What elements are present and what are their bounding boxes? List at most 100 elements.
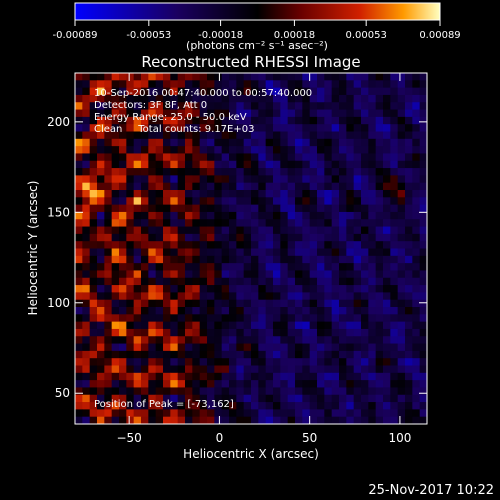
heatmap-cell [273, 299, 281, 308]
heatmap-cell [346, 328, 355, 337]
annotation-clean-total-counts: Clean Total counts: 9.17E+03 [94, 124, 254, 135]
heatmap-cell [192, 102, 201, 110]
heatmap-cell [243, 409, 252, 418]
heatmap-cell [192, 190, 201, 198]
heatmap-cell [243, 416, 252, 424]
heatmap-cell [177, 197, 186, 206]
heatmap-cell [221, 94, 230, 103]
heatmap-cell [287, 226, 296, 235]
heatmap-cell [397, 343, 406, 352]
heatmap-cell [397, 138, 406, 147]
heatmap-cell [229, 102, 237, 110]
heatmap-cell [346, 372, 355, 381]
heatmap-cell [317, 380, 325, 388]
heatmap-cell [383, 350, 391, 359]
heatmap-cell [383, 248, 391, 257]
heatmap-cell [229, 365, 237, 374]
heatmap-cell [155, 182, 164, 191]
heatmap-cell [155, 80, 164, 89]
heatmap-cell [148, 153, 157, 162]
heatmap-cell [309, 277, 318, 286]
heatmap-cell [89, 80, 98, 89]
heatmap-cell [265, 124, 274, 132]
heatmap-cell [177, 182, 186, 191]
heatmap-cell [214, 73, 223, 81]
heatmap-cell [126, 190, 135, 198]
heatmap-cell [89, 358, 98, 366]
heatmap-cell [236, 190, 245, 198]
heatmap-cell [419, 160, 427, 169]
heatmap-cell [207, 263, 215, 271]
heatmap-cell [75, 328, 83, 337]
heatmap-cell [273, 160, 281, 169]
heatmap-cell [419, 94, 427, 103]
heatmap-cell [251, 299, 259, 308]
heatmap-cell [119, 387, 127, 396]
heatmap-cell [251, 241, 259, 249]
heatmap-cell [75, 197, 83, 206]
heatmap-cell [265, 285, 274, 293]
heatmap-cell [192, 263, 201, 271]
heatmap-cell [236, 270, 245, 279]
heatmap-cell [361, 241, 369, 249]
heatmap-cell [170, 380, 179, 388]
heatmap-cell [368, 124, 377, 132]
heatmap-cell [368, 160, 377, 169]
heatmap-cell [324, 153, 333, 162]
heatmap-cell [155, 292, 164, 301]
heatmap-cell [141, 321, 149, 330]
heatmap-cell [133, 190, 142, 198]
heatmap-cell [295, 226, 303, 235]
heatmap-cell [412, 409, 421, 418]
heatmap-cell [265, 190, 274, 198]
heatmap-cell [126, 299, 135, 308]
heatmap-cell [229, 138, 237, 147]
heatmap-cell [265, 307, 274, 315]
heatmap-cell [185, 365, 193, 374]
heatmap-cell [104, 285, 113, 293]
heatmap-cell [163, 394, 171, 403]
heatmap-cell [243, 270, 252, 279]
heatmap-cell [419, 372, 427, 381]
heatmap-cell [324, 394, 333, 403]
heatmap-cell [317, 372, 325, 381]
heatmap-cell [97, 307, 105, 315]
heatmap-cell [368, 277, 377, 286]
heatmap-cell [170, 102, 179, 110]
heatmap-cell [82, 285, 91, 293]
heatmap-cell [309, 94, 318, 103]
heatmap-cell [163, 299, 171, 308]
heatmap-cell [287, 292, 296, 301]
heatmap-cell [170, 219, 179, 227]
heatmap-cell [375, 358, 384, 366]
heatmap-cell [339, 336, 347, 344]
heatmap-cell [192, 241, 201, 249]
heatmap-cell [97, 102, 105, 110]
heatmap-cell [214, 131, 223, 140]
heatmap-cell [214, 190, 223, 198]
heatmap-cell [214, 233, 223, 242]
heatmap-cell [243, 138, 252, 147]
heatmap-cell [339, 226, 347, 235]
heatmap-cell [287, 307, 296, 315]
heatmap-cell [185, 241, 193, 249]
heatmap-cell [265, 358, 274, 366]
heatmap-cell [119, 321, 127, 330]
heatmap-cell [346, 204, 355, 213]
heatmap-cell [97, 219, 105, 227]
heatmap-cell [353, 372, 362, 381]
heatmap-cell [317, 138, 325, 147]
heatmap-cell [361, 109, 369, 118]
heatmap-cell [302, 153, 311, 162]
heatmap-cell [126, 248, 135, 257]
heatmap-cell [258, 416, 267, 424]
heatmap-cell [163, 211, 171, 220]
heatmap-cell [221, 350, 230, 359]
heatmap-cell [133, 87, 142, 96]
heatmap-cell [126, 350, 135, 359]
heatmap-cell [317, 233, 325, 242]
heatmap-cell [397, 87, 406, 96]
heatmap-cell [236, 292, 245, 301]
heatmap-cell [390, 211, 399, 220]
heatmap-cell [214, 124, 223, 132]
